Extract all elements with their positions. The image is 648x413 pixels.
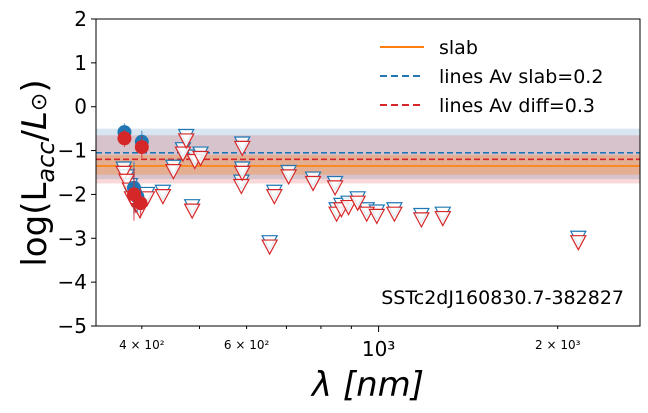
y-tick-label: −1 bbox=[58, 139, 87, 163]
legend-label: slab bbox=[439, 37, 478, 59]
plot-frame bbox=[95, 18, 641, 327]
x-tick-label: 10³ bbox=[362, 337, 395, 361]
upper-limit-marker bbox=[412, 212, 430, 229]
upper-limit-marker bbox=[233, 165, 251, 182]
upper-limit-marker bbox=[154, 189, 172, 205]
upper-limit-marker bbox=[261, 239, 279, 256]
detection-marker bbox=[134, 140, 149, 155]
data-points bbox=[115, 123, 587, 256]
upper-limit-marker bbox=[280, 169, 298, 186]
upper-limit-marker bbox=[232, 178, 250, 195]
upper-limit-marker bbox=[349, 195, 367, 212]
detection-marker bbox=[117, 131, 132, 146]
y-tick-label: 1 bbox=[74, 51, 87, 75]
upper-limit-marker bbox=[339, 199, 357, 216]
detection-marker bbox=[133, 196, 148, 211]
upper-limit-marker bbox=[115, 165, 133, 182]
x-axis-ticks: 10³ 4 × 10² 6 × 10² 2 × 10³ bbox=[119, 326, 581, 361]
upper-limit-marker bbox=[368, 208, 386, 225]
y-tick-label: −2 bbox=[58, 182, 87, 206]
upper-limit-marker bbox=[434, 210, 452, 227]
y-tick-label: 2 bbox=[74, 7, 87, 31]
upper-limit-marker bbox=[177, 133, 195, 150]
upper-limit-marker bbox=[118, 173, 136, 190]
x-axis-label: λ [nm] bbox=[310, 365, 424, 405]
y-axis-ticks: 2 1 0 −1 −2 −3 −4 −5 bbox=[58, 7, 96, 338]
object-name-annotation: SSTc2dJ160830.7-382827 bbox=[381, 287, 624, 309]
y-tick-label: −4 bbox=[58, 270, 87, 294]
uncertainty-bands bbox=[96, 128, 640, 184]
upper-limit-marker bbox=[192, 150, 210, 167]
legend-label: lines Av slab=0.2 bbox=[439, 66, 603, 88]
upper-limit-marker bbox=[183, 203, 201, 220]
legend: slab lines Av slab=0.2 lines Av diff=0.3 bbox=[380, 37, 603, 117]
x-minor-tick-label: 2 × 10³ bbox=[535, 338, 581, 352]
x-minor-tick-label: 4 × 10² bbox=[119, 338, 165, 352]
upper-limit-marker bbox=[326, 180, 344, 197]
x-minor-tick-label: 6 × 10² bbox=[224, 338, 270, 352]
y-tick-label: −3 bbox=[58, 226, 87, 250]
legend-label: lines Av diff=0.3 bbox=[439, 95, 595, 117]
y-tick-label: 0 bbox=[74, 95, 87, 119]
upper-limit-marker bbox=[385, 206, 403, 223]
upper-limit-marker bbox=[304, 175, 322, 192]
upper-limit-marker bbox=[569, 235, 587, 251]
upper-limit-marker bbox=[265, 189, 283, 205]
y-axis-label: log(Lacc/L⊙) bbox=[15, 79, 60, 266]
upper-limit-marker bbox=[164, 164, 182, 180]
upper-limit-marker bbox=[233, 140, 251, 157]
y-tick-label: −5 bbox=[58, 314, 87, 338]
